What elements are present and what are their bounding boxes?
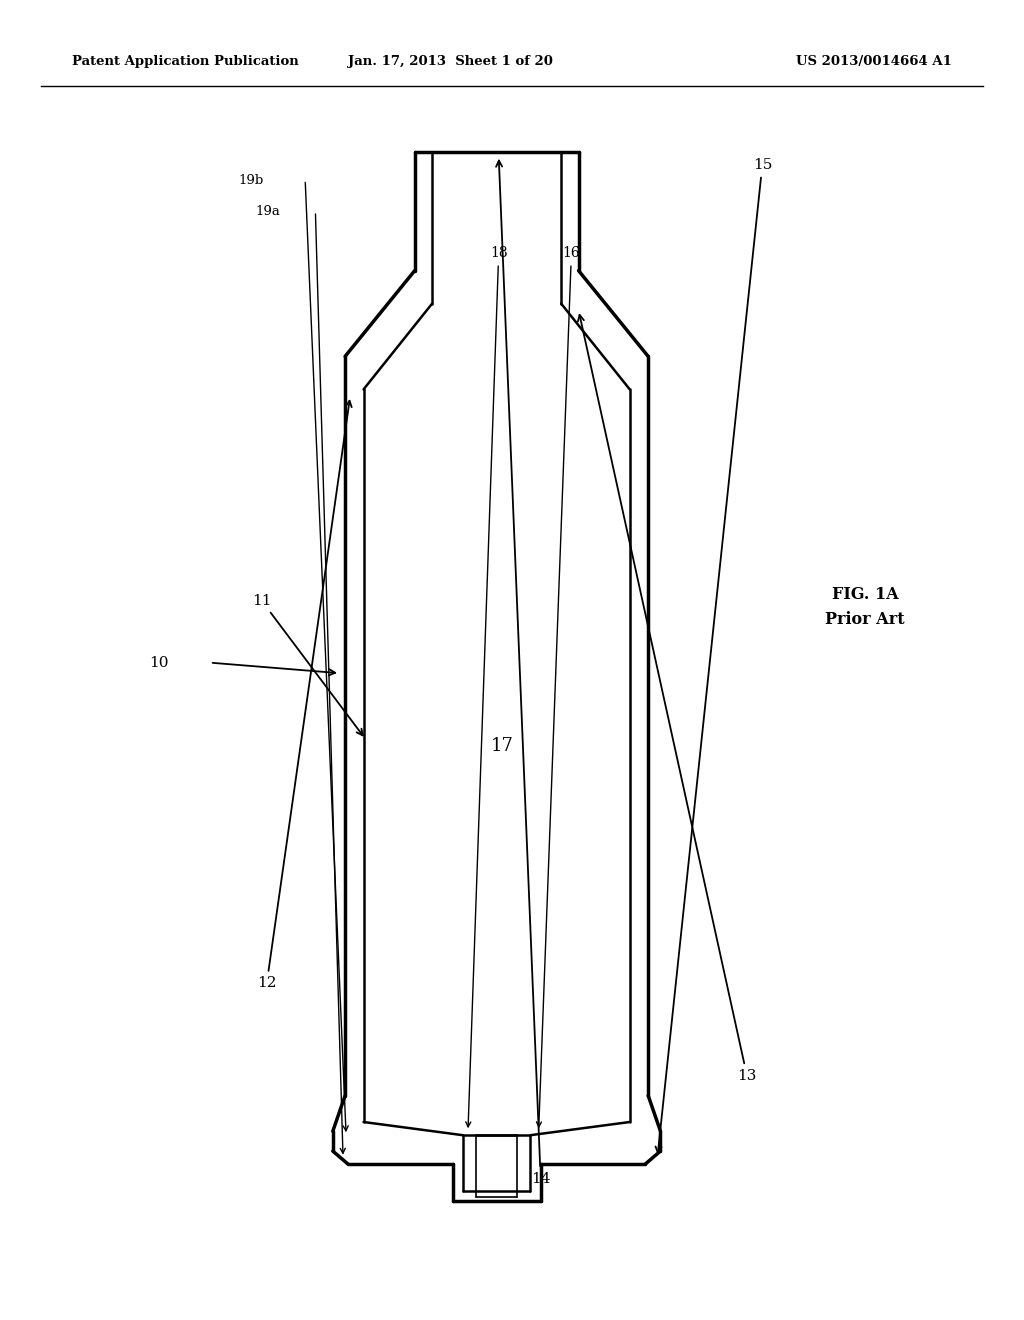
- Text: 12: 12: [257, 401, 351, 990]
- Text: 14: 14: [496, 161, 551, 1185]
- Text: 15: 15: [655, 158, 772, 1152]
- Text: 16: 16: [537, 247, 581, 1127]
- Text: 11: 11: [252, 594, 362, 735]
- Text: Patent Application Publication: Patent Application Publication: [72, 55, 298, 69]
- Text: 10: 10: [148, 656, 169, 669]
- Text: FIG. 1A
Prior Art: FIG. 1A Prior Art: [825, 586, 905, 628]
- Text: 18: 18: [466, 247, 508, 1127]
- Text: 19a: 19a: [256, 205, 281, 218]
- Text: 17: 17: [490, 737, 513, 755]
- Text: 19b: 19b: [239, 174, 263, 187]
- Text: Jan. 17, 2013  Sheet 1 of 20: Jan. 17, 2013 Sheet 1 of 20: [348, 55, 553, 69]
- Text: 13: 13: [578, 315, 757, 1082]
- Text: US 2013/0014664 A1: US 2013/0014664 A1: [797, 55, 952, 69]
